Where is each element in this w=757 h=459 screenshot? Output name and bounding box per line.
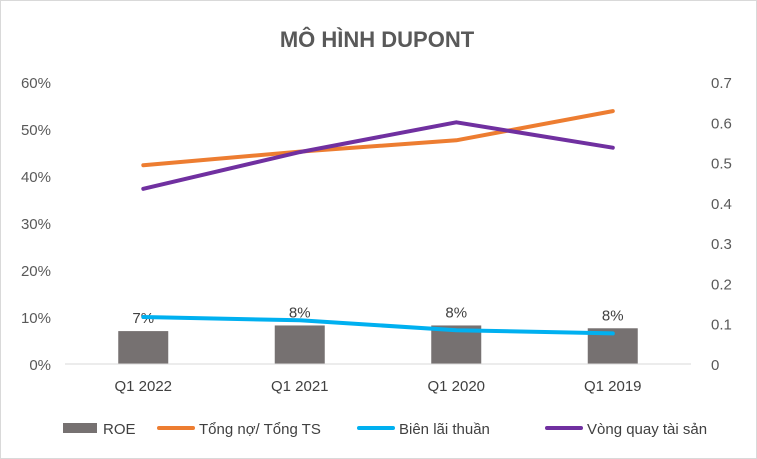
legend-label: Tổng nợ/ Tổng TS [199,421,321,438]
x-tick-label: Q1 2019 [584,378,642,395]
y-left-tick-label: 40% [21,169,51,186]
y-right-tick-label: 0.5 [711,156,732,173]
line-vong-quay-tai-san [141,120,615,191]
y-left-tick-label: 50% [21,122,51,139]
legend-label: Vòng quay tài sản [587,421,707,438]
bar-data-label: 8% [289,304,311,321]
y-left-tick-label: 20% [21,263,51,280]
bar-roe [118,331,169,364]
legend-swatch-bar [63,423,97,433]
x-tick-label: Q1 2020 [427,378,485,395]
legend-label: ROE [103,421,136,438]
y-left-tick-label: 0% [29,357,51,374]
plot-area: 0% 10% 20% 30% 40% 50% 60% 0 0.1 0.2 0.3 0.4 0.5 0.6 0… [21,75,732,395]
y-right-tick-label: 0 [711,357,719,374]
chart-title: MÔ HÌNH DUPONT [280,27,475,52]
bar-roe [274,325,325,364]
y-right-tick-label: 0.6 [711,115,732,132]
line-bien-lai-thuan [141,315,615,336]
y-right-tick-label: 0.3 [711,236,732,253]
y-right-tick-label: 0.4 [711,196,732,213]
y-right-tick-label: 0.1 [711,317,732,334]
y-left-tick-label: 10% [21,310,51,327]
line-tong-no-tong-ts [141,109,615,168]
bar-data-label: 8% [602,307,624,324]
legend-label: Biên lãi thuần [399,421,490,438]
y-left-tick-label: 60% [21,75,51,92]
bar-data-label: 8% [445,304,467,321]
y-right-tick-label: 0.2 [711,276,732,293]
x-tick-label: Q1 2021 [271,378,329,395]
legend: ROE Tổng nợ/ Tổng TS Biên lãi thuần Vòng qu… [63,421,707,438]
y-left-tick-label: 30% [21,216,51,233]
x-tick-label: Q1 2022 [114,378,172,395]
y-right-tick-label: 0.7 [711,75,732,92]
